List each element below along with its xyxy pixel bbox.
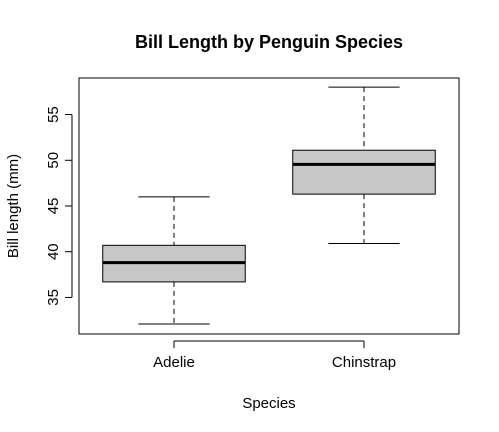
y-tick-label-50: 50	[45, 152, 62, 169]
y-tick-label-40: 40	[45, 243, 62, 260]
box-chinstrap	[292, 149, 436, 195]
x-axis-label: Species	[242, 395, 295, 412]
y-tick-label-35: 35	[45, 289, 62, 306]
x-axis: Adelie Chinstrap	[153, 340, 396, 371]
y-tick-label-55: 55	[45, 106, 62, 123]
x-tick-label-adelie: Adelie	[153, 354, 195, 371]
chart-title: Bill Length by Penguin Species	[135, 32, 403, 52]
y-tick-label-45: 45	[45, 198, 62, 215]
boxes	[102, 86, 436, 325]
x-tick-label-chinstrap: Chinstrap	[332, 354, 396, 371]
y-axis-label: Bill length (mm)	[5, 154, 22, 258]
plot-frame	[78, 77, 460, 335]
y-axis: 35 40 45 50 55	[45, 106, 73, 306]
